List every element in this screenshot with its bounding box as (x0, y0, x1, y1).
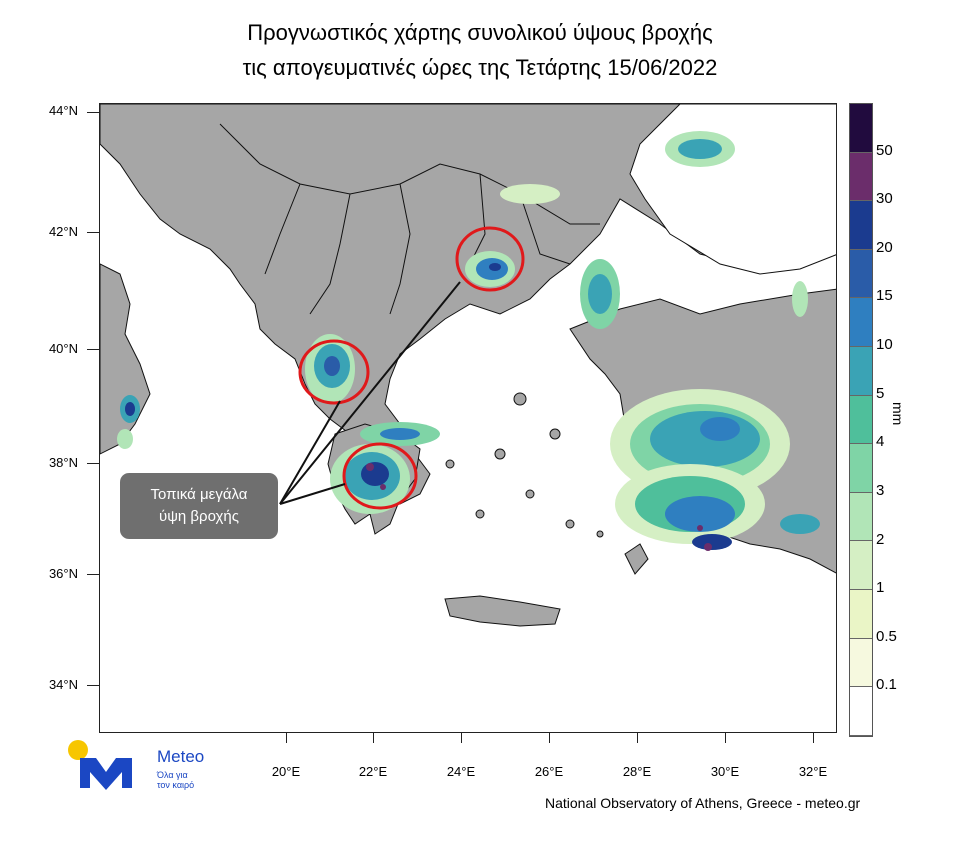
island (565, 519, 575, 529)
lat-tick (87, 685, 99, 686)
lon-label: 24°E (446, 764, 476, 779)
colorbar-segment (850, 395, 872, 445)
lon-label: 28°E (622, 764, 652, 779)
map-title-line-1: Προγνωστικός χάρτης συνολικού ύψους βροχ… (247, 20, 713, 45)
colorbar-segment (850, 347, 872, 396)
colorbar-level-label: 10 (876, 336, 893, 354)
colorbar-level-label: 1 (876, 579, 885, 597)
lat-tick (87, 112, 99, 113)
colorbar-level-label: 30 (876, 190, 893, 208)
lat-label: 42°N (48, 224, 78, 239)
lat-label: 40°N (48, 341, 78, 356)
annotation-line-1: Τοπικά μεγάλα (150, 486, 248, 503)
logo-name: Meteo (157, 747, 205, 766)
rainfall-field-anatolia (610, 389, 820, 551)
rainfall-field-peloponnese (330, 422, 440, 514)
rainfall-map (99, 103, 837, 733)
lon-label: 26°E (534, 764, 564, 779)
colorbar-segment (850, 492, 872, 542)
credit-text: National Observatory of Athens, Greece -… (545, 795, 861, 811)
colorbar-segment (850, 590, 872, 639)
lon-tick (373, 733, 374, 743)
lat-label: 34°N (48, 677, 78, 692)
country-border (219, 123, 600, 315)
annotation-box: Τοπικά μεγάλα ύψη βροχής (120, 473, 278, 539)
highlight-circles (298, 226, 525, 510)
lat-label: 36°N (48, 566, 78, 581)
island (513, 392, 527, 406)
island (445, 459, 455, 469)
annotation-pointers (279, 281, 461, 505)
lon-label: 32°E (798, 764, 828, 779)
meteo-logo-icon (66, 738, 146, 793)
logo-tagline-2: τον καιρό (157, 780, 195, 790)
rainfall-field-thrace (465, 251, 515, 287)
lat-tick (87, 232, 99, 233)
colorbar-segment (850, 249, 872, 299)
colorbar-level-label: 5 (876, 384, 885, 402)
rhodes-land (624, 543, 649, 575)
colorbar-segment (850, 444, 872, 493)
rainfall-field-epirus (305, 334, 355, 404)
lon-label: 20°E (271, 764, 301, 779)
colorbar-level-label: 0.5 (876, 627, 897, 645)
colorbar-segment (850, 638, 872, 688)
colorbar-segment (850, 201, 872, 250)
island (549, 428, 561, 440)
map-title-line-2: τις απογευματινές ώρες της Τετάρτης 15/0… (242, 55, 718, 80)
lon-tick (461, 733, 462, 743)
lon-label: 30°E (710, 764, 740, 779)
logo-tagline: Όλα για τον καιρό (157, 770, 217, 790)
colorbar-level-label: 0.1 (876, 676, 897, 694)
crete-land (444, 595, 561, 627)
logo-tagline-1: Όλα για (157, 770, 188, 780)
lat-tick (87, 463, 99, 464)
colorbar-segment (850, 541, 872, 591)
lat-label: 38°N (48, 455, 78, 470)
lon-tick (813, 733, 814, 743)
island (525, 489, 535, 499)
lon-label: 22°E (358, 764, 388, 779)
lon-tick (549, 733, 550, 743)
lat-tick (87, 349, 99, 350)
island (475, 509, 485, 519)
colorbar-level-label: 50 (876, 141, 893, 159)
colorbar-level-label: 2 (876, 530, 885, 548)
colorbar-unit: mm (890, 402, 906, 426)
colorbar-segment (850, 298, 872, 348)
colorbar-segment (850, 104, 872, 153)
colorbar-level-label: 15 (876, 287, 893, 305)
colorbar-level-label: 3 (876, 481, 885, 499)
lat-tick (87, 574, 99, 575)
lon-tick (725, 733, 726, 743)
lat-label: 44°N (48, 103, 78, 118)
colorbar-level-label: 20 (876, 238, 893, 256)
rainfall-field-black-sea-coast (500, 131, 808, 329)
lon-tick (286, 733, 287, 743)
colorbar-segment (850, 687, 872, 736)
lon-tick (637, 733, 638, 743)
colorbar-level-label: 4 (876, 433, 885, 451)
island (494, 448, 506, 460)
island (596, 530, 604, 538)
rainfall-field-italy (117, 395, 140, 449)
annotation-line-2: ύψη βροχής (159, 508, 239, 525)
colorbar-segment (850, 152, 872, 202)
colorbar (849, 103, 873, 737)
